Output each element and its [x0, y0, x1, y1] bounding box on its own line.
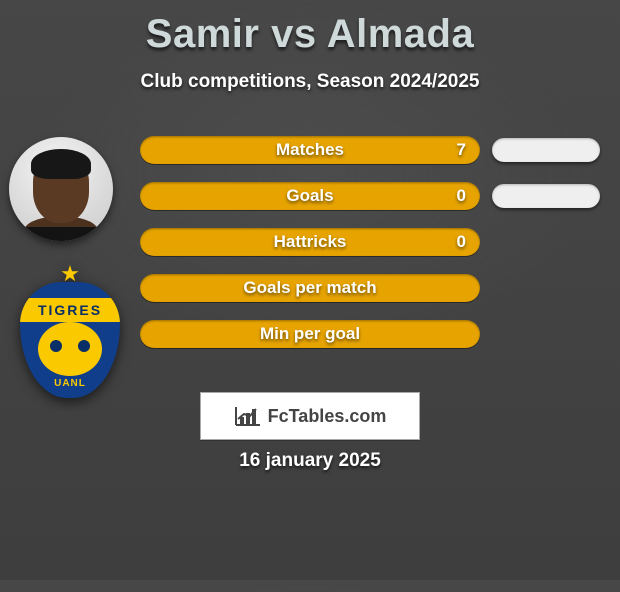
stat-bar: Min per goal — [140, 320, 480, 348]
crest-bottom-label: UANL — [20, 378, 120, 389]
stat-label: Min per goal — [140, 320, 480, 348]
stat-bars: Matches7Goals0Hattricks0Goals per matchM… — [140, 136, 480, 366]
stat-bar: Goals0 — [140, 182, 480, 210]
player-avatar — [9, 137, 113, 241]
stat-value: 0 — [457, 182, 466, 210]
comparison-pill — [492, 184, 600, 208]
page-title: Samir vs Almada — [0, 12, 620, 57]
comparison-pill — [492, 138, 600, 162]
snapshot-date: 16 january 2025 — [0, 450, 620, 472]
chart-icon — [234, 405, 262, 427]
competition-subtitle: Club competitions, Season 2024/2025 — [0, 71, 620, 93]
stat-value: 0 — [457, 228, 466, 256]
stat-bar: Hattricks0 — [140, 228, 480, 256]
brand-box: FcTables.com — [200, 392, 420, 440]
club-crest: ★ TIGRES UANL — [20, 270, 120, 398]
stat-bar: Goals per match — [140, 274, 480, 302]
crest-top-label: TIGRES — [20, 298, 120, 322]
stat-value: 7 — [457, 136, 466, 164]
stat-label: Goals — [140, 182, 480, 210]
stat-label: Hattricks — [140, 228, 480, 256]
stat-bar: Matches7 — [140, 136, 480, 164]
brand-text: FcTables.com — [268, 406, 387, 427]
stat-label: Goals per match — [140, 274, 480, 302]
stat-label: Matches — [140, 136, 480, 164]
